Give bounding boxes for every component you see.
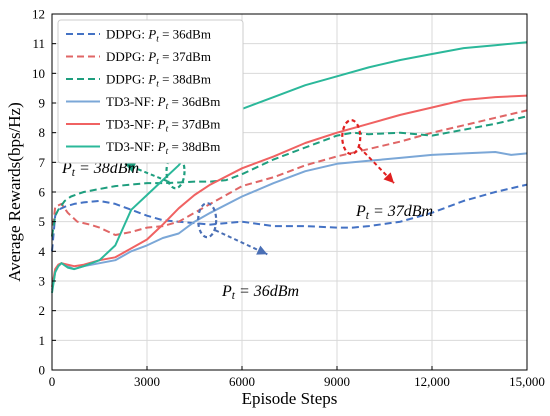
legend-label: TD3-NF: Pt = 37dBm <box>106 117 220 135</box>
x-tick-label: 9000 <box>324 374 350 389</box>
y-tick-label: 5 <box>39 214 46 229</box>
y-tick-label: 2 <box>39 303 46 318</box>
annotation-arrow <box>358 146 395 184</box>
series-line-1 <box>51 183 528 252</box>
annotation-ellipse <box>165 153 186 190</box>
x-tick-label: 12,000 <box>414 374 450 389</box>
y-tick-label: 3 <box>39 274 46 289</box>
y-tick-label: 6 <box>39 185 46 200</box>
legend-label: DDPG: Pt = 38dBm <box>106 72 211 90</box>
x-tick-label: 15,000 <box>509 374 545 389</box>
y-tick-label: 11 <box>32 36 45 51</box>
legend-label: DDPG: Pt = 37dBm <box>106 49 211 67</box>
y-tick-label: 12 <box>32 7 45 22</box>
series-line-4 <box>51 151 528 291</box>
legend-label: TD3-NF: Pt = 36dBm <box>106 94 220 112</box>
y-axis-title: Average Rewards(bps/Hz) <box>5 102 24 282</box>
x-tick-label: 0 <box>49 374 56 389</box>
annotation-arrowhead <box>124 162 136 173</box>
x-axis-title: Episode Steps <box>242 389 338 408</box>
y-tick-label: 7 <box>39 155 46 170</box>
annotation-label: Pt = 37dBm <box>355 203 433 222</box>
y-tick-label: 1 <box>39 333 46 348</box>
y-tick-label: 10 <box>32 66 45 81</box>
annotation-arrowhead <box>383 172 394 184</box>
legend: DDPG: Pt = 36dBm DDPG: Pt = 37dBm DDPG: Pt… <box>57 19 244 164</box>
legend-label: TD3-NF: Pt = 38dBm <box>106 139 220 157</box>
series-line-5 <box>51 94 528 288</box>
annotation-label: Pt = 36dBm <box>221 283 299 302</box>
annotation-arrowhead <box>256 245 268 255</box>
annotation-ellipse <box>197 202 218 239</box>
annotation-ellipse <box>341 119 362 156</box>
y-tick-label: 9 <box>39 96 46 111</box>
annotation-arrow <box>214 229 268 256</box>
x-tick-label: 3000 <box>134 374 160 389</box>
legend-label: DDPG: Pt = 36dBm <box>106 27 211 45</box>
annotation-label: Pt = 38dBm <box>61 160 139 179</box>
series-line-3 <box>51 115 528 237</box>
x-tick-label: 6000 <box>229 374 255 389</box>
axis-ticks: 0 3000 6000 9000 12,000 15,000012345678910111… <box>32 7 545 390</box>
annotations: Pt = 38dBm Pt = 37dBm Pt = 36dBm <box>61 119 433 302</box>
y-tick-label: 4 <box>39 244 46 259</box>
y-tick-label: 8 <box>39 125 46 140</box>
y-tick-label: 0 <box>39 363 46 378</box>
series-line-2 <box>51 109 528 237</box>
legend-box <box>57 19 244 164</box>
